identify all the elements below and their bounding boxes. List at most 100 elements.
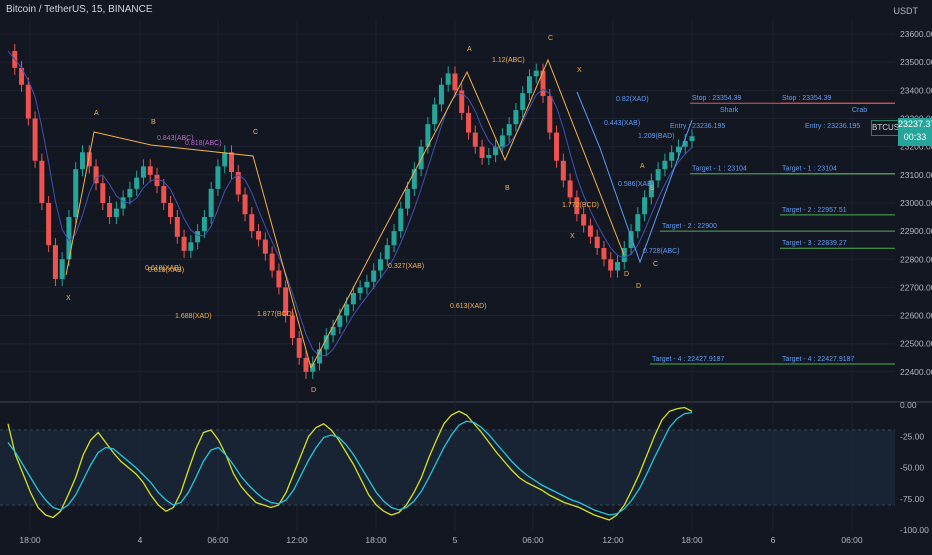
candle-body <box>208 188 214 218</box>
candle-body <box>154 174 160 187</box>
x-tick-label: 6 <box>771 535 776 545</box>
candle-body <box>479 146 485 158</box>
pattern-annotation: A <box>94 110 99 117</box>
y-tick-label: 22400.00 <box>900 367 932 377</box>
candle-body <box>635 214 641 232</box>
candle-body <box>405 188 411 209</box>
pattern-annotation: C <box>653 261 658 268</box>
candle-body <box>371 270 377 282</box>
candle-body <box>669 152 675 161</box>
pattern-annotation: C <box>548 35 553 42</box>
stoch-d-line <box>7 411 693 516</box>
osc-tick-label: 0.00 <box>900 400 917 410</box>
candle-body <box>364 281 370 288</box>
osc-tick-label: -50.00 <box>900 463 924 473</box>
symbol-badge: BTCUSDT <box>871 120 910 136</box>
pattern-annotation: A <box>467 46 472 53</box>
pattern-annotation: 0.586(XAB) <box>618 181 654 188</box>
pattern-annotation: X <box>66 295 71 302</box>
x-tick-label: 18:00 <box>19 535 41 545</box>
candle-body <box>19 67 25 85</box>
pattern-annotation: B <box>151 119 156 126</box>
candle-body <box>628 231 634 248</box>
y-tick-label: 22700.00 <box>900 282 932 292</box>
candle-body <box>344 304 350 316</box>
candle-body <box>107 202 113 218</box>
candle-body <box>113 208 119 218</box>
candle-body <box>655 169 661 181</box>
price-level-label: Target - 4 : 22427.9187 <box>782 356 854 363</box>
candle-body <box>567 180 573 198</box>
candle-body <box>621 248 627 263</box>
candle-body <box>222 152 228 167</box>
candle-body <box>398 208 404 232</box>
candle-body <box>100 183 106 203</box>
candle-body <box>66 217 72 260</box>
candle-body <box>120 197 126 209</box>
candle-body <box>79 152 85 170</box>
price-level-label: Target - 1 : 23104 <box>692 166 747 173</box>
candle-body <box>587 225 593 237</box>
candle-body <box>601 248 607 260</box>
candle-body <box>648 180 654 198</box>
candle-body <box>161 186 167 203</box>
x-tick-label: 12:00 <box>286 535 308 545</box>
stoch-k-line <box>7 406 693 521</box>
candle-body <box>675 146 681 153</box>
candle-body <box>242 194 248 215</box>
candle-body <box>256 231 262 240</box>
candle-body <box>391 231 397 246</box>
candle-body <box>357 287 363 294</box>
candle-body <box>445 73 451 85</box>
candle-body <box>547 96 553 133</box>
pattern-annotation: 0.618(XAB) <box>148 267 184 274</box>
moving-average-line <box>7 50 693 357</box>
candle-body <box>411 169 417 189</box>
price-level-label: Target - 1 : 23104 <box>782 166 837 173</box>
pattern-annotation: 0.327(XAB) <box>388 263 424 270</box>
candle-body <box>215 166 221 189</box>
candle-body <box>472 132 478 147</box>
candle-body <box>615 262 621 271</box>
candle-body <box>283 287 289 316</box>
y-tick-label: 22800.00 <box>900 254 932 264</box>
pattern-annotation: B <box>650 185 655 192</box>
candle-body <box>168 202 174 218</box>
pattern-annotation: 0.613(XAD) <box>450 303 487 310</box>
candle-body <box>438 84 444 105</box>
harmonic-pattern-1 <box>65 131 312 369</box>
pattern-annotation: 0.82(XAD) <box>616 96 649 103</box>
osc-tick-label: -25.00 <box>900 431 924 441</box>
y-tick-label: 23500.00 <box>900 57 932 67</box>
harmonic-pattern-3 <box>576 91 693 264</box>
y-tick-label: 23100.00 <box>900 170 932 180</box>
price-level-label: Stop : 23354.39 <box>692 95 742 102</box>
candle-body <box>642 197 648 215</box>
pattern-annotation: 1.772(BCD) <box>562 202 599 209</box>
y-tick-label: 23200.00 <box>900 142 932 152</box>
pattern-annotation: X <box>577 67 582 74</box>
pattern-annotation: X <box>570 233 575 240</box>
pattern-annotation: D <box>311 387 316 394</box>
candle-body <box>93 166 99 184</box>
pattern-annotation: 1.209(BAD) <box>638 133 675 140</box>
chart-title: Bitcoin / TetherUS, 15, BINANCE <box>6 4 153 15</box>
candle-body <box>560 160 566 181</box>
pattern-annotation: 0.618(XAB) <box>145 265 181 272</box>
x-tick-label: 06:00 <box>841 535 863 545</box>
candle-body <box>330 326 336 336</box>
candle-body <box>493 146 499 156</box>
candle-body <box>452 73 458 91</box>
pattern-annotation: D <box>624 271 629 278</box>
pattern-annotation: Crab <box>852 107 867 114</box>
x-tick-label: 06:00 <box>207 535 229 545</box>
price-unit: USDT <box>893 6 919 16</box>
osc-tick-label: -75.00 <box>900 494 924 504</box>
price-level-label: Target - 4 : 22427.9187 <box>652 356 724 363</box>
x-tick-label: 18:00 <box>681 535 703 545</box>
candle-body <box>262 239 268 254</box>
candle-body <box>662 160 668 170</box>
candle-body <box>689 136 695 142</box>
